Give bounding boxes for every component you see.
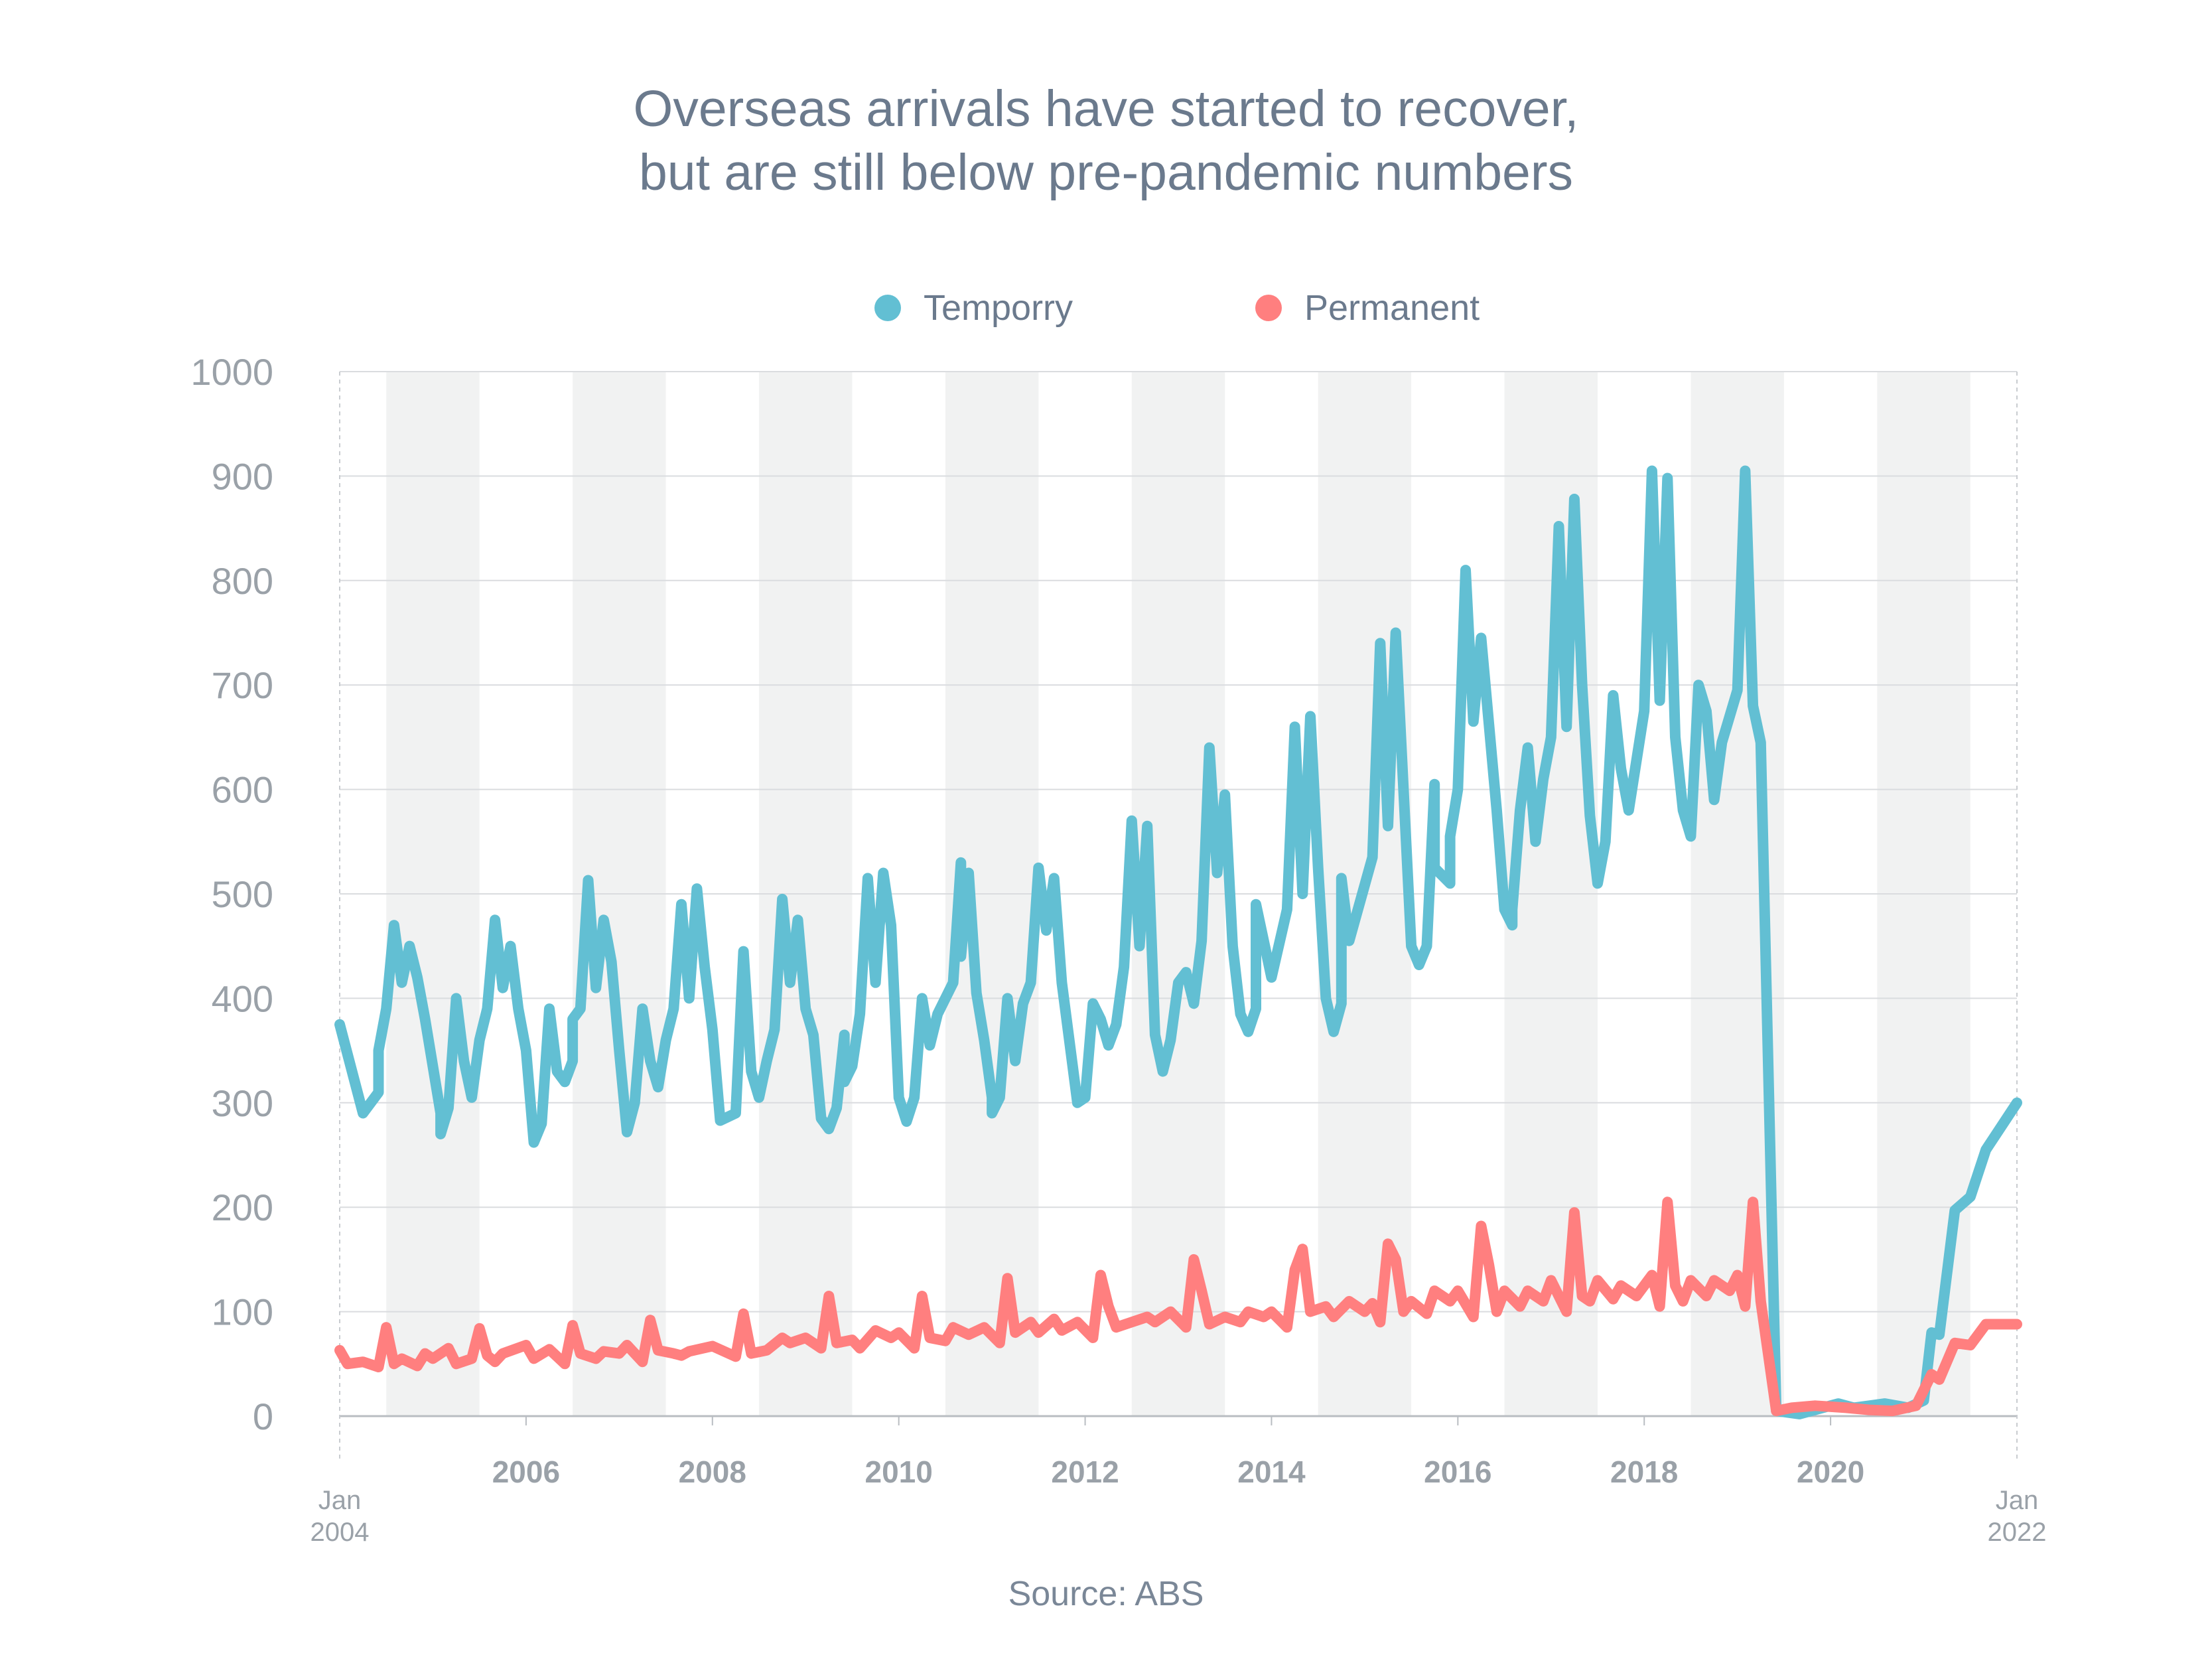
- y-tick-label: 800: [212, 560, 273, 602]
- y-tick-label: 900: [212, 455, 273, 497]
- x-tick-label: 2016: [1424, 1455, 1491, 1489]
- legend-item-temporary[interactable]: Temporry: [874, 287, 1073, 328]
- x-tick-label: 2006: [492, 1455, 560, 1489]
- legend-label-temporary: Temporry: [924, 288, 1073, 328]
- chart-title-line-2: but are still below pre-pandemic numbers: [638, 144, 1574, 201]
- legend-item-permanent[interactable]: Permanent: [1255, 287, 1480, 328]
- source-note: Source: ABS: [1008, 1575, 1204, 1613]
- x-axis-tick-labels: 2006 2008 2010 2012 2014 2016 2018 2020: [492, 1416, 1864, 1489]
- x-tick-label: 2008: [679, 1455, 746, 1489]
- series-lines: [334, 465, 2022, 1419]
- y-tick-label: 700: [212, 664, 273, 706]
- y-tick-label: 1000: [190, 351, 273, 393]
- x-edge-label-month: Jan: [318, 1486, 362, 1515]
- x-tick-label: 2014: [1237, 1455, 1306, 1489]
- y-axis-tick-labels: 0 100 200 300 400 500 600 700 800 900 1000: [190, 351, 273, 1437]
- x-tick-label: 2010: [864, 1455, 932, 1489]
- legend-label-permanent: Permanent: [1304, 288, 1480, 328]
- y-tick-label: 200: [212, 1187, 273, 1228]
- x-edge-label-month: Jan: [1996, 1486, 2039, 1515]
- legend: Temporry Permanent: [0, 282, 2212, 335]
- x-tick-label: 2012: [1051, 1455, 1119, 1489]
- y-tick-label: 300: [212, 1082, 273, 1124]
- x-tick-label: 2018: [1610, 1455, 1678, 1489]
- chart-title-line-1: Overseas arrivals have started to recove…: [633, 80, 1579, 137]
- y-tick-label: 400: [212, 977, 273, 1019]
- chart-title: Overseas arrivals have started to recove…: [0, 77, 2212, 204]
- x-axis-edge-labels: Jan 2004 Jan 2022: [311, 1486, 2047, 1547]
- x-tick-label: 2020: [1797, 1455, 1864, 1489]
- y-tick-label: 500: [212, 873, 273, 915]
- legend-marker-permanent: [1255, 295, 1282, 321]
- series-line-permanent: [334, 1196, 2022, 1417]
- y-tick-label: 0: [253, 1396, 273, 1437]
- x-edge-label-year: 2022: [1988, 1518, 2047, 1547]
- legend-marker-temporary: [874, 295, 901, 321]
- x-edge-label-year: 2004: [311, 1518, 370, 1547]
- y-tick-label: 600: [212, 769, 273, 811]
- series-line-temporry: [334, 465, 2022, 1419]
- y-tick-label: 100: [212, 1291, 273, 1333]
